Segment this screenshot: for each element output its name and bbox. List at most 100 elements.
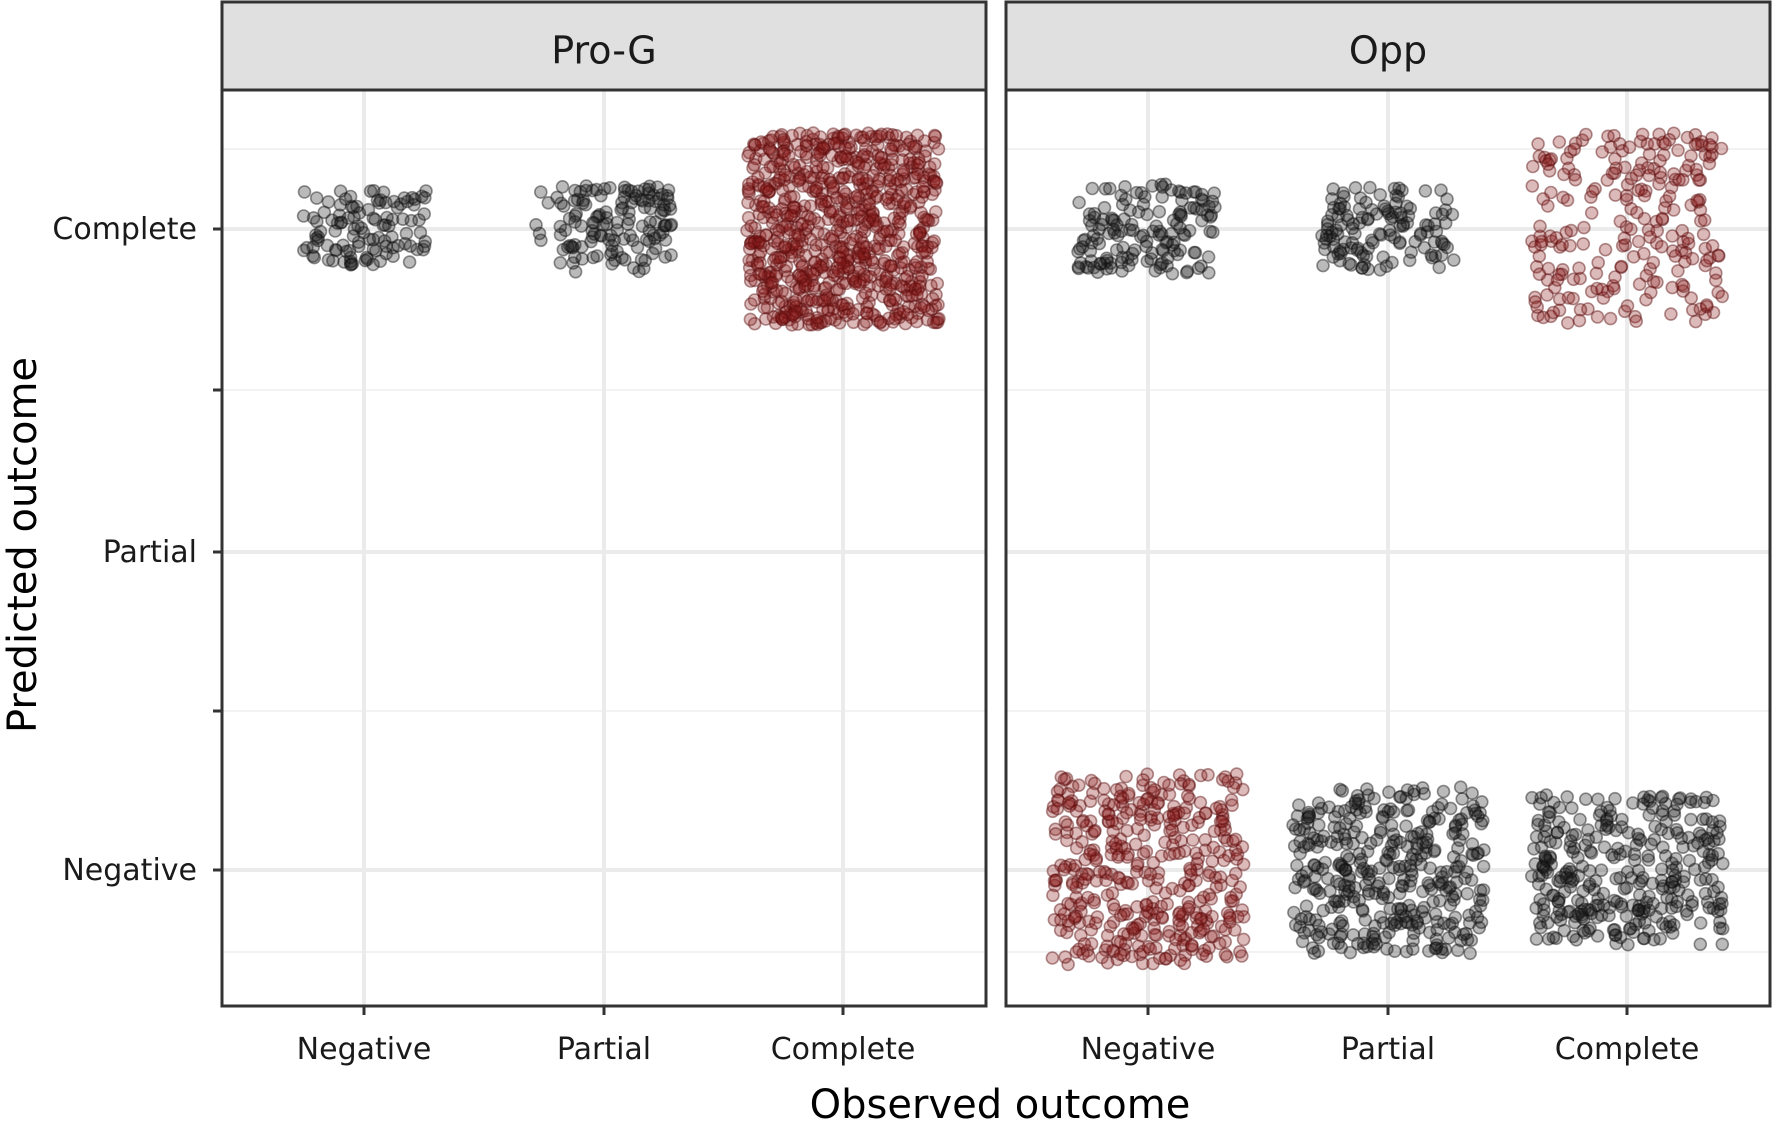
data-point: [380, 210, 394, 225]
data-point: [896, 280, 911, 295]
data-point: [309, 214, 324, 229]
data-point: [832, 171, 847, 185]
data-point: [622, 205, 636, 219]
data-point: [617, 252, 632, 267]
data-point: [629, 188, 644, 203]
data-point: [794, 270, 808, 284]
data-point: [813, 315, 828, 330]
data-point: [786, 190, 801, 204]
data-point: [390, 200, 405, 215]
data-point: [1312, 818, 1326, 832]
data-point: [910, 128, 925, 143]
data-point: [1328, 894, 1342, 908]
data-point: [1476, 859, 1491, 874]
data-point: [799, 138, 814, 153]
data-point: [906, 187, 921, 202]
data-point: [763, 291, 778, 306]
data-point: [1199, 949, 1214, 964]
data-point: [903, 199, 918, 213]
data-point: [568, 209, 583, 223]
data-point: [658, 233, 673, 247]
data-point: [1212, 936, 1227, 951]
data-point: [326, 253, 340, 268]
data-point: [603, 247, 618, 262]
data-point: [832, 240, 847, 255]
data-point: [1653, 165, 1667, 180]
data-point: [777, 137, 791, 151]
data-point: [1180, 264, 1195, 279]
data-point: [562, 211, 577, 226]
data-point: [1375, 891, 1390, 906]
data-point: [1406, 942, 1420, 956]
data-point: [912, 225, 927, 240]
data-point: [741, 195, 755, 210]
data-point: [908, 282, 923, 296]
data-point: [1377, 199, 1391, 213]
data-point: [1293, 834, 1307, 849]
data-point: [810, 310, 825, 325]
data-point: [414, 189, 429, 204]
data-point: [1344, 258, 1358, 272]
data-point: [840, 296, 854, 311]
data-point: [894, 255, 909, 270]
data-point: [813, 258, 828, 273]
data-point: [795, 179, 810, 193]
data-point: [617, 180, 632, 195]
data-point: [791, 166, 806, 181]
data-point: [1167, 846, 1182, 861]
data-point: [882, 131, 897, 145]
data-point: [592, 207, 607, 222]
data-point: [1528, 295, 1542, 309]
data-point: [1550, 273, 1565, 287]
data-point: [624, 184, 639, 199]
data-point: [1576, 237, 1591, 251]
data-point: [745, 234, 759, 249]
x-tick-label-negative: Negative: [297, 1032, 432, 1067]
data-point: [1693, 937, 1708, 952]
data-point: [803, 199, 818, 213]
data-point: [586, 250, 601, 265]
data-point: [1114, 224, 1129, 238]
data-point: [778, 286, 793, 301]
data-point: [928, 205, 943, 219]
data-point: [1676, 840, 1690, 855]
data-point: [1608, 188, 1623, 202]
data-point: [1126, 922, 1141, 937]
data-point: [790, 137, 805, 152]
data-point: [832, 315, 847, 330]
data-point: [1355, 261, 1369, 275]
data-point: [643, 201, 658, 216]
data-point: [1404, 829, 1419, 844]
data-point: [1294, 912, 1309, 926]
data-point: [900, 307, 915, 322]
data-point: [608, 253, 622, 268]
data-point: [1088, 823, 1102, 838]
data-point: [328, 224, 343, 238]
data-point: [777, 163, 791, 178]
data-point: [1119, 769, 1133, 784]
data-point: [1607, 922, 1622, 937]
data-point: [858, 252, 873, 267]
data-point: [370, 193, 385, 208]
data-point: [407, 198, 421, 212]
data-point: [1554, 870, 1568, 885]
data-point: [1602, 900, 1617, 915]
data-point: [909, 227, 924, 241]
data-point: [1048, 827, 1063, 841]
panel-pro-g: Pro-G: [220, 0, 988, 1008]
data-point: [911, 270, 926, 285]
data-point: [386, 240, 400, 255]
data-point: [748, 234, 762, 249]
data-point: [780, 141, 795, 155]
data-point: [888, 177, 902, 191]
data-point: [1709, 273, 1723, 288]
data-point: [575, 240, 589, 254]
data-point: [1173, 883, 1187, 898]
data-point: [1236, 932, 1251, 947]
data-point: [603, 228, 618, 243]
data-point: [888, 138, 903, 153]
data-point: [802, 317, 816, 332]
data-point: [881, 190, 895, 205]
data-point: [550, 190, 564, 205]
data-point: [1061, 914, 1075, 928]
